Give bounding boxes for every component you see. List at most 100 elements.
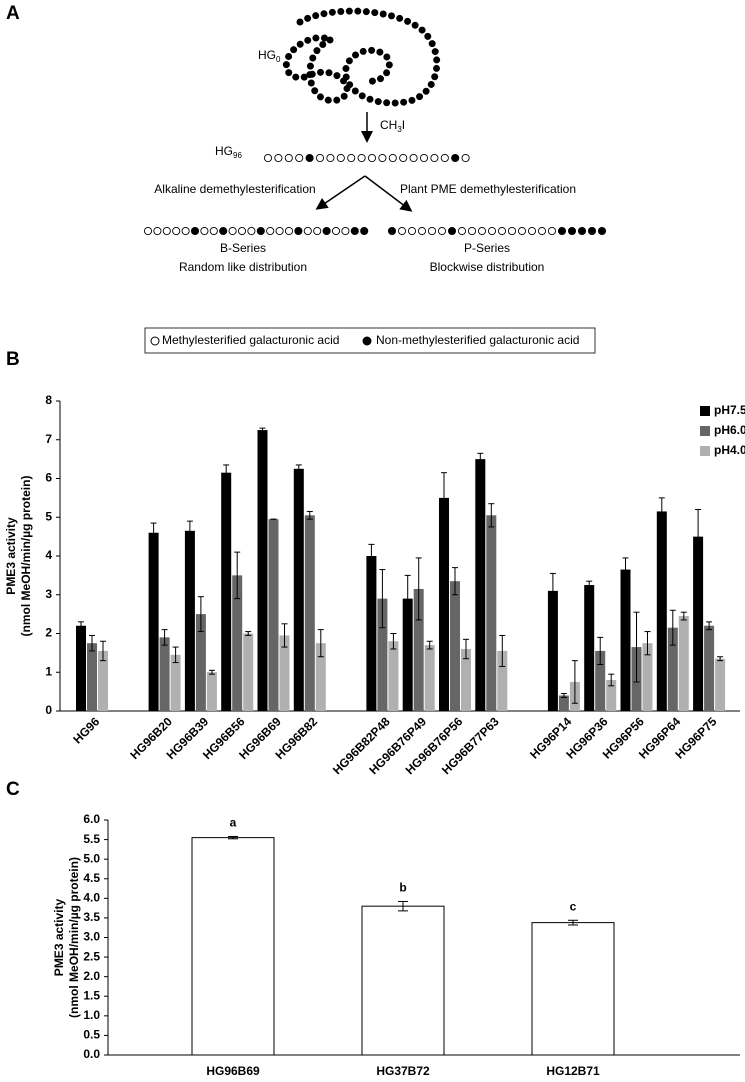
hg0-sub: 0 — [276, 55, 281, 64]
error-bar — [150, 522, 157, 543]
error-bar — [441, 472, 447, 524]
y-tick-label: 0.5 — [83, 1028, 100, 1042]
bar — [366, 556, 377, 711]
bar — [558, 695, 569, 711]
error-bar — [622, 557, 629, 582]
bead — [440, 153, 449, 163]
bead — [417, 226, 427, 236]
bead — [295, 153, 304, 163]
route-label: Alkaline demethylesterification — [154, 182, 315, 196]
bead — [313, 226, 322, 236]
error-bar — [228, 835, 238, 840]
bead — [284, 153, 293, 163]
bar — [304, 515, 315, 711]
panel-label: C — [6, 779, 20, 800]
bar — [221, 472, 232, 711]
legend-label: pH4.0 — [714, 443, 745, 457]
y-tick-label: 4.5 — [83, 871, 100, 885]
bead — [200, 226, 209, 236]
x-tick-label: HG37B72 — [376, 1064, 430, 1078]
bead — [326, 153, 335, 163]
error-bar — [452, 567, 458, 596]
bead — [341, 226, 350, 236]
bead — [172, 226, 181, 236]
bead — [237, 226, 247, 236]
hg96-sub: 96 — [233, 151, 242, 160]
bar — [439, 497, 449, 711]
bead — [336, 153, 345, 163]
bar — [195, 614, 206, 711]
error-bar — [658, 497, 665, 526]
y-tick-label: 5 — [45, 509, 52, 523]
y-axis-label: (nmol MeOH/min/µg protein) — [19, 476, 33, 637]
bar — [87, 643, 97, 711]
bead — [181, 226, 190, 236]
error-bar — [644, 631, 651, 656]
bead — [477, 226, 487, 236]
y-tick-label: 5.0 — [83, 851, 100, 865]
error-bar — [669, 609, 676, 646]
y-tick-label: 1.5 — [83, 988, 100, 1002]
y-tick-label: 3.0 — [83, 930, 100, 944]
bead — [143, 226, 153, 236]
bar — [531, 922, 615, 1056]
legend-swatch — [700, 446, 710, 456]
y-axis-label: (nmol MeOH/min/µg protein) — [67, 857, 81, 1018]
error-bar — [172, 646, 179, 664]
bead — [266, 226, 275, 236]
y-tick-label: 5.5 — [83, 832, 100, 846]
bead — [347, 153, 356, 163]
error-bar — [379, 569, 386, 629]
bead — [437, 226, 447, 236]
error-bar — [186, 520, 193, 541]
x-tick-label: HG96B69 — [206, 1064, 260, 1078]
bead — [331, 226, 341, 236]
bar — [715, 658, 726, 711]
annotation: a — [230, 816, 237, 830]
route-label: Plant PME demethylesterification — [400, 182, 576, 196]
y-tick-label: 2 — [45, 626, 52, 640]
hg0-text: HG — [258, 48, 276, 62]
bead — [357, 153, 366, 163]
bead — [284, 226, 294, 236]
bead — [315, 153, 325, 163]
bar — [361, 905, 445, 1056]
bead — [263, 153, 273, 163]
error-bar — [89, 634, 95, 652]
legend-filled-symbol — [362, 336, 372, 346]
error-bar — [608, 673, 615, 687]
y-tick-label: 1 — [45, 664, 52, 678]
reagent-label: CH3I — [380, 118, 405, 134]
bead — [378, 153, 387, 163]
bead — [209, 226, 218, 236]
bar — [413, 588, 424, 711]
annotation: b — [399, 881, 406, 895]
error-bar — [306, 510, 313, 520]
error-bar — [161, 629, 168, 646]
y-tick-label: 2.5 — [83, 949, 100, 963]
bar — [315, 643, 326, 711]
bead — [399, 153, 408, 163]
legend-label: pH6.0 — [714, 423, 745, 437]
error-bar — [463, 638, 469, 660]
bead — [507, 226, 517, 236]
bead — [409, 153, 418, 163]
error-bar — [78, 621, 84, 631]
bead — [419, 153, 429, 163]
reagent-sub: 3 — [397, 125, 402, 134]
error-bar — [197, 596, 204, 633]
y-tick-label: 4.0 — [83, 891, 100, 905]
bead — [567, 226, 577, 236]
bar — [693, 536, 704, 711]
bead — [577, 226, 587, 236]
bead — [447, 226, 457, 236]
bead — [397, 226, 407, 236]
legend-label: pH7.5 — [714, 403, 745, 417]
bar — [377, 598, 388, 711]
bar — [642, 643, 653, 711]
bead — [247, 226, 256, 236]
error-bar — [549, 572, 556, 609]
bead — [430, 153, 439, 163]
distribution-label: Random like distribution — [179, 260, 307, 274]
